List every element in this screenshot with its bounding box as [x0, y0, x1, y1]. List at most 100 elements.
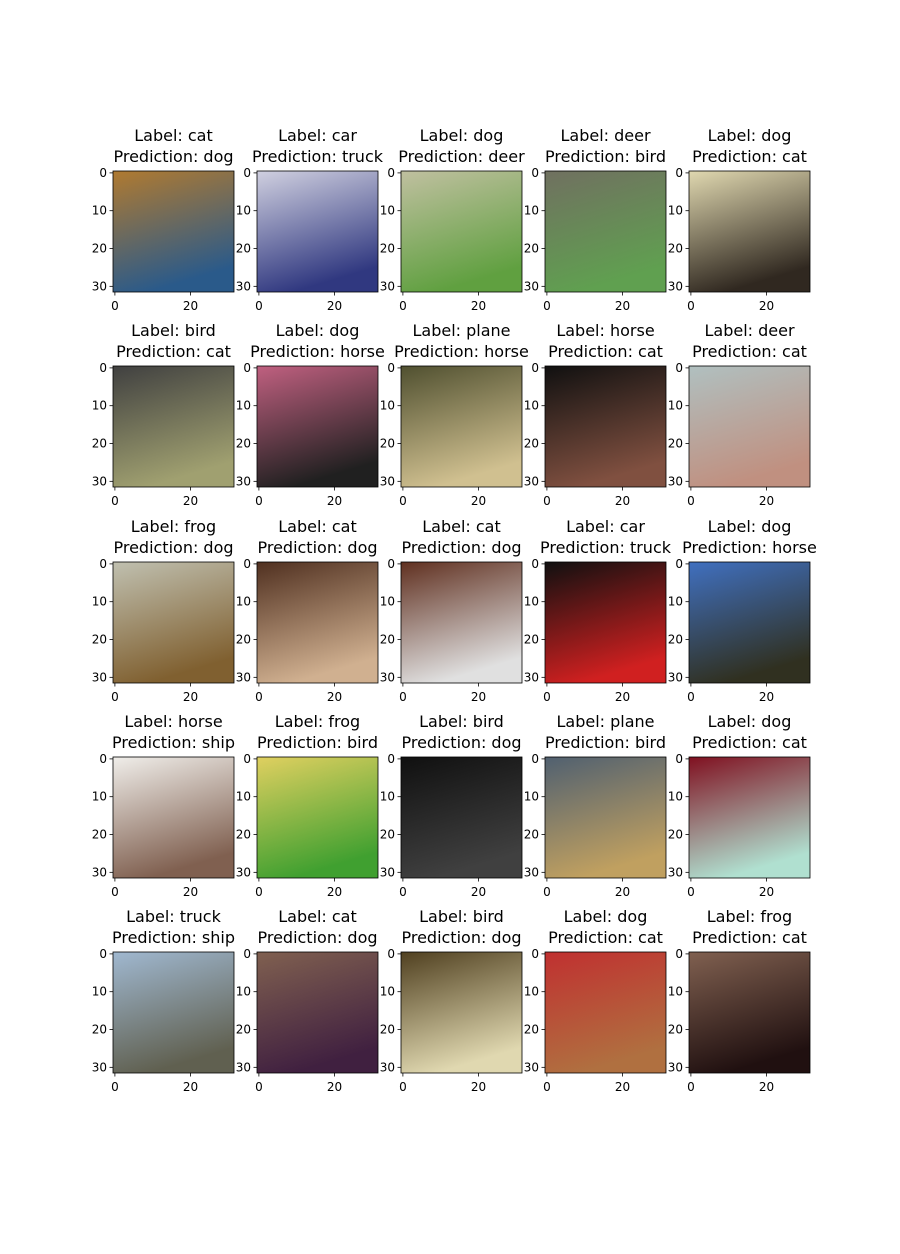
- image: [257, 366, 378, 487]
- title-prediction: Prediction: truck: [252, 147, 384, 166]
- axes-frame: [112, 756, 235, 879]
- y-tick-label: 30: [380, 279, 395, 293]
- y-tick-label: 0: [531, 752, 539, 766]
- title-label: Label: frog: [275, 712, 360, 731]
- y-tick-label: 10: [668, 985, 683, 999]
- title-prediction: Prediction: cat: [692, 342, 807, 361]
- y-tick-label: 20: [380, 242, 395, 256]
- x-tick-label: 0: [111, 299, 119, 313]
- title-prediction: Prediction: dog: [401, 538, 521, 557]
- y-tick-label: 20: [524, 437, 539, 451]
- y-tick-label: 0: [243, 361, 251, 375]
- y-tick-label: 0: [99, 947, 107, 961]
- title-prediction: Prediction: horse: [682, 538, 817, 557]
- x-tick-label: 0: [111, 885, 119, 899]
- axes-frame: [400, 951, 523, 1074]
- y-tick-label: 10: [380, 204, 395, 218]
- y-tick-label: 0: [99, 752, 107, 766]
- y-tick-label: 10: [524, 204, 539, 218]
- x-tick-label: 0: [111, 1080, 119, 1094]
- panel: Label: bird Prediction: dog 0 10 20 30 0 20: [380, 712, 523, 899]
- image: [689, 366, 810, 487]
- axes-frame: [112, 561, 235, 684]
- x-tick-label: 20: [327, 1080, 342, 1094]
- x-tick-label: 0: [111, 690, 119, 704]
- title-prediction: Prediction: cat: [692, 147, 807, 166]
- y-tick-label: 30: [380, 670, 395, 684]
- y-tick-label: 0: [675, 361, 683, 375]
- x-tick-label: 0: [543, 494, 551, 508]
- y-tick-label: 0: [675, 166, 683, 180]
- y-tick-label: 20: [524, 828, 539, 842]
- x-tick-label: 0: [111, 494, 119, 508]
- y-tick-label: 30: [668, 474, 683, 488]
- y-tick-label: 20: [668, 242, 683, 256]
- panel: Label: cat Prediction: dog 0 10 20 30 0 20: [236, 907, 379, 1094]
- y-tick-label: 20: [236, 437, 251, 451]
- x-tick-label: 0: [399, 299, 407, 313]
- y-tick-label: 30: [92, 279, 107, 293]
- image: [401, 757, 522, 878]
- axes-frame: [112, 365, 235, 488]
- y-tick-label: 10: [524, 985, 539, 999]
- image: [257, 171, 378, 292]
- y-tick-label: 10: [92, 204, 107, 218]
- image: [545, 757, 666, 878]
- y-tick-label: 20: [92, 633, 107, 647]
- title-label: Label: truck: [126, 907, 221, 926]
- title-prediction: Prediction: dog: [401, 928, 521, 947]
- title-label: Label: dog: [708, 517, 792, 536]
- y-tick-label: 30: [92, 670, 107, 684]
- title-label: Label: plane: [412, 321, 510, 340]
- y-tick-label: 10: [380, 985, 395, 999]
- image: [545, 171, 666, 292]
- y-tick-label: 30: [668, 279, 683, 293]
- y-tick-label: 0: [387, 166, 395, 180]
- y-tick-label: 0: [531, 947, 539, 961]
- y-tick-label: 30: [668, 865, 683, 879]
- title-prediction: Prediction: cat: [116, 342, 231, 361]
- y-tick-label: 20: [236, 633, 251, 647]
- title-prediction: Prediction: dog: [113, 147, 233, 166]
- axes-frame: [688, 365, 811, 488]
- axes-frame: [688, 756, 811, 879]
- title-label: Label: dog: [420, 126, 504, 145]
- x-tick-label: 20: [471, 1080, 486, 1094]
- y-tick-label: 30: [380, 474, 395, 488]
- y-tick-label: 10: [668, 204, 683, 218]
- x-tick-label: 0: [687, 494, 695, 508]
- y-tick-label: 20: [92, 828, 107, 842]
- title-prediction: Prediction: bird: [545, 733, 666, 752]
- x-tick-label: 20: [183, 1080, 198, 1094]
- image: [689, 952, 810, 1073]
- y-tick-label: 0: [387, 557, 395, 571]
- title-prediction: Prediction: horse: [250, 342, 385, 361]
- panel: Label: deer Prediction: bird 0 10 20 30 0 20: [524, 126, 667, 313]
- panel: Label: deer Prediction: cat 0 10 20 30 0 20: [668, 321, 811, 508]
- x-tick-label: 20: [615, 690, 630, 704]
- panel: Label: truck Prediction: ship 0 10 20 30 0 20: [92, 907, 235, 1094]
- image: [545, 562, 666, 683]
- axes-frame: [544, 561, 667, 684]
- y-tick-label: 20: [92, 1023, 107, 1037]
- x-tick-label: 0: [399, 885, 407, 899]
- x-tick-label: 0: [543, 885, 551, 899]
- y-tick-label: 0: [387, 947, 395, 961]
- panel: Label: dog Prediction: cat 0 10 20 30 0 20: [668, 126, 811, 313]
- y-tick-label: 10: [236, 985, 251, 999]
- y-tick-label: 30: [380, 865, 395, 879]
- panel: Label: cat Prediction: dog 0 10 20 30 0 20: [380, 517, 523, 704]
- y-tick-label: 30: [524, 279, 539, 293]
- title-prediction: Prediction: cat: [692, 733, 807, 752]
- x-tick-label: 0: [255, 1080, 263, 1094]
- axes-frame: [544, 756, 667, 879]
- title-label: Label: frog: [707, 907, 792, 926]
- x-tick-label: 20: [471, 494, 486, 508]
- title-label: Label: car: [278, 126, 357, 145]
- y-tick-label: 30: [380, 1060, 395, 1074]
- y-tick-label: 20: [380, 828, 395, 842]
- y-tick-label: 0: [531, 166, 539, 180]
